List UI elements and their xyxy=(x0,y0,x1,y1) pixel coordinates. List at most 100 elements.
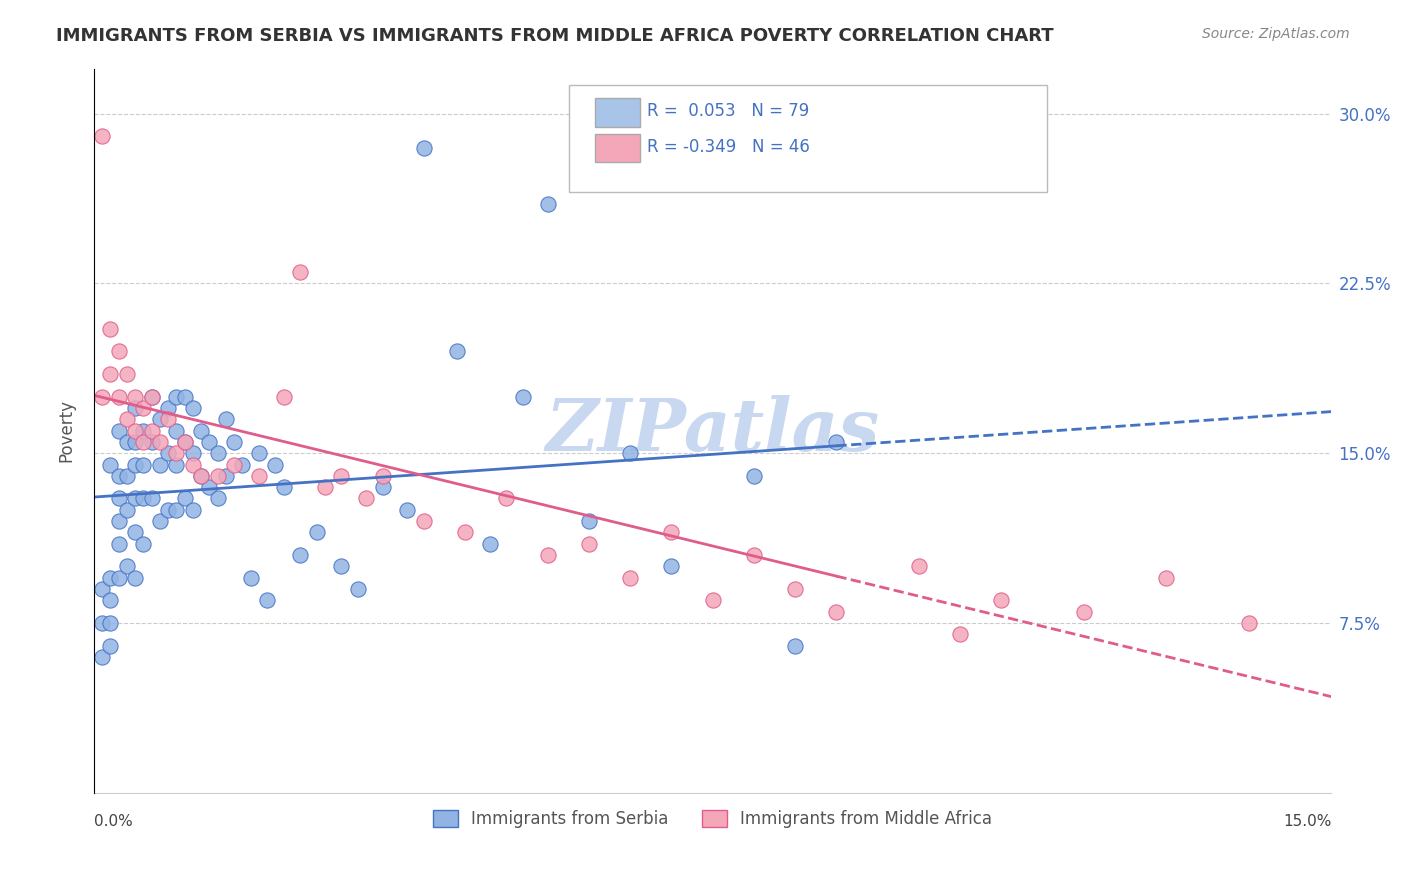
Text: 0.0%: 0.0% xyxy=(94,814,132,830)
Point xyxy=(949,627,972,641)
Point xyxy=(107,424,129,438)
Text: ZIPatlas: ZIPatlas xyxy=(546,395,880,467)
Point xyxy=(173,491,195,506)
Point xyxy=(396,503,419,517)
Point xyxy=(198,434,221,449)
Point xyxy=(157,412,180,426)
Point xyxy=(115,434,138,449)
Point xyxy=(785,639,807,653)
Point xyxy=(165,503,187,517)
Point xyxy=(190,468,212,483)
Point xyxy=(115,503,138,517)
Point xyxy=(454,525,477,540)
Point xyxy=(446,344,468,359)
Point xyxy=(115,468,138,483)
Point xyxy=(100,322,122,336)
Point xyxy=(537,548,560,562)
Point xyxy=(124,424,146,438)
Text: 15.0%: 15.0% xyxy=(1284,814,1331,830)
Point xyxy=(198,480,221,494)
Point xyxy=(132,537,155,551)
Point xyxy=(107,571,129,585)
Point xyxy=(149,514,172,528)
Point xyxy=(207,491,229,506)
Point xyxy=(141,491,163,506)
Point xyxy=(619,571,641,585)
Point xyxy=(273,480,295,494)
Point xyxy=(107,537,129,551)
Point xyxy=(141,390,163,404)
Point xyxy=(100,615,122,630)
Point xyxy=(124,390,146,404)
Point xyxy=(107,468,129,483)
Point xyxy=(314,480,336,494)
Point xyxy=(247,468,270,483)
Point xyxy=(215,412,238,426)
Point xyxy=(91,649,114,664)
Point xyxy=(190,424,212,438)
Point xyxy=(190,468,212,483)
Point xyxy=(1073,605,1095,619)
Point xyxy=(141,434,163,449)
Point xyxy=(100,593,122,607)
Point xyxy=(165,390,187,404)
Point xyxy=(107,491,129,506)
Point xyxy=(91,615,114,630)
Point xyxy=(124,401,146,415)
Text: IMMIGRANTS FROM SERBIA VS IMMIGRANTS FROM MIDDLE AFRICA POVERTY CORRELATION CHAR: IMMIGRANTS FROM SERBIA VS IMMIGRANTS FRO… xyxy=(56,27,1054,45)
Point xyxy=(264,458,287,472)
Point xyxy=(702,593,724,607)
Point xyxy=(305,525,328,540)
Point xyxy=(132,458,155,472)
Point xyxy=(495,491,517,506)
Point xyxy=(141,390,163,404)
Y-axis label: Poverty: Poverty xyxy=(58,399,75,462)
Point xyxy=(661,525,683,540)
Point xyxy=(742,468,765,483)
Point xyxy=(173,434,195,449)
Point xyxy=(825,605,848,619)
Point xyxy=(157,446,180,460)
Point xyxy=(181,503,204,517)
Point xyxy=(825,434,848,449)
Point xyxy=(224,434,246,449)
Point xyxy=(132,491,155,506)
Point xyxy=(1237,615,1260,630)
Point xyxy=(100,367,122,381)
Point xyxy=(149,458,172,472)
Point xyxy=(990,593,1012,607)
Point xyxy=(273,390,295,404)
Point xyxy=(207,446,229,460)
Point xyxy=(785,582,807,596)
Point xyxy=(173,390,195,404)
Point xyxy=(132,434,155,449)
Point xyxy=(371,480,394,494)
Point xyxy=(115,367,138,381)
Point xyxy=(181,458,204,472)
Point xyxy=(115,559,138,574)
Point xyxy=(165,458,187,472)
Point xyxy=(181,401,204,415)
Point xyxy=(247,446,270,460)
Point xyxy=(354,491,377,506)
Point xyxy=(239,571,262,585)
Point xyxy=(149,412,172,426)
Point xyxy=(330,559,353,574)
Point xyxy=(124,525,146,540)
Point xyxy=(100,571,122,585)
Text: R = -0.349   N = 46: R = -0.349 N = 46 xyxy=(647,138,810,156)
Point xyxy=(91,582,114,596)
Point xyxy=(91,390,114,404)
Point xyxy=(578,537,600,551)
Text: R =  0.053   N = 79: R = 0.053 N = 79 xyxy=(647,103,808,120)
Point xyxy=(413,141,436,155)
Point xyxy=(107,514,129,528)
Point xyxy=(141,424,163,438)
Point xyxy=(288,265,311,279)
Point xyxy=(207,468,229,483)
Point xyxy=(165,446,187,460)
Point xyxy=(115,412,138,426)
Point xyxy=(157,401,180,415)
Point xyxy=(124,434,146,449)
Point xyxy=(661,559,683,574)
